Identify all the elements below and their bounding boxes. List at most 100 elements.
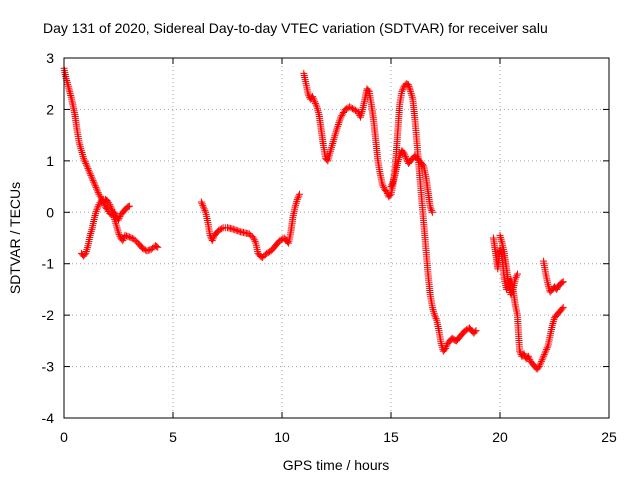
data-point — [94, 202, 102, 210]
data-point — [431, 313, 439, 321]
data-point — [535, 363, 543, 371]
data-point — [94, 189, 102, 197]
data-point — [293, 195, 301, 203]
data-point — [524, 352, 532, 360]
data-point — [234, 227, 242, 235]
data-point — [96, 192, 104, 200]
data-point — [388, 179, 396, 187]
data-point — [81, 251, 89, 259]
data-point — [396, 152, 404, 160]
y-axis-label: SDTVAR / TECUs — [7, 182, 23, 294]
data-point — [107, 202, 115, 210]
data-point — [330, 134, 338, 142]
data-point — [520, 350, 528, 358]
data-point — [79, 150, 87, 158]
data-point — [333, 126, 340, 134]
y-tick-label: 0 — [46, 204, 54, 220]
data-point — [314, 107, 322, 115]
x-ticks: 0 5 10 15 20 25 — [60, 58, 617, 445]
series-segment-5 — [387, 147, 436, 216]
data-point — [250, 236, 258, 244]
data-point — [558, 305, 566, 313]
data-point — [513, 272, 521, 280]
data-point — [338, 112, 346, 120]
y-tick-label: -2 — [42, 307, 55, 323]
data-point — [511, 275, 519, 283]
data-points — [60, 64, 567, 373]
data-point — [210, 233, 218, 241]
data-point — [471, 328, 479, 336]
data-point — [526, 356, 534, 364]
data-point — [122, 232, 130, 240]
data-point — [364, 86, 372, 94]
series-segment-7 — [496, 231, 521, 299]
data-point — [507, 291, 515, 299]
data-point — [216, 225, 224, 233]
data-point — [334, 120, 342, 128]
data-point — [95, 201, 103, 209]
data-point — [461, 327, 469, 335]
data-point — [89, 177, 97, 185]
data-point — [120, 235, 128, 243]
data-point — [312, 101, 320, 109]
data-point — [534, 364, 542, 372]
y-tick-label: -1 — [42, 256, 55, 272]
data-point — [540, 352, 548, 360]
data-point — [328, 141, 336, 149]
data-point — [408, 93, 416, 101]
data-point — [83, 163, 91, 171]
data-point — [294, 194, 302, 202]
data-point — [95, 190, 103, 198]
data-point — [90, 178, 98, 186]
chart-title: Day 131 of 2020, Sidereal Day-to-day VTE… — [43, 20, 548, 36]
data-point — [497, 235, 505, 243]
data-point — [442, 345, 449, 353]
series-segment-8 — [540, 257, 567, 296]
data-point — [83, 161, 91, 169]
data-point — [115, 214, 123, 222]
plot-frame — [63, 57, 610, 419]
data-point — [387, 183, 395, 191]
data-point — [124, 203, 132, 211]
data-point — [92, 210, 100, 218]
data-point — [339, 110, 347, 118]
data-point — [327, 145, 335, 153]
data-point — [115, 229, 122, 237]
data-point — [315, 109, 323, 117]
data-point — [80, 154, 88, 162]
x-tick-label: 0 — [60, 429, 68, 445]
data-point — [399, 148, 407, 156]
data-point — [200, 205, 208, 213]
data-point — [558, 278, 566, 286]
data-point — [154, 243, 162, 251]
data-point — [383, 188, 391, 196]
data-point — [378, 180, 386, 188]
data-point — [331, 130, 339, 138]
x-tick-label: 10 — [274, 429, 290, 445]
data-point — [276, 237, 284, 245]
series-segment-2 — [77, 195, 162, 260]
data-point — [402, 153, 410, 161]
x-tick-label: 20 — [492, 429, 508, 445]
data-point — [347, 104, 355, 112]
data-point — [138, 244, 146, 252]
data-point — [107, 204, 115, 212]
data-point — [153, 242, 161, 250]
data-point — [231, 226, 239, 234]
data-point — [508, 287, 516, 295]
data-point — [218, 225, 226, 233]
data-point — [428, 208, 436, 216]
data-point — [496, 231, 504, 239]
data-point — [472, 327, 480, 335]
data-point — [93, 187, 101, 195]
data-point — [406, 86, 414, 94]
data-point — [87, 171, 95, 179]
data-point — [543, 344, 551, 352]
data-point — [232, 226, 240, 234]
y-ticks: -4 -3 -2 -1 0 1 2 3 — [42, 50, 609, 426]
x-tick-label: 25 — [601, 429, 617, 445]
data-point — [264, 249, 272, 257]
data-point — [91, 182, 99, 190]
data-point — [543, 345, 551, 353]
data-point — [335, 119, 343, 127]
